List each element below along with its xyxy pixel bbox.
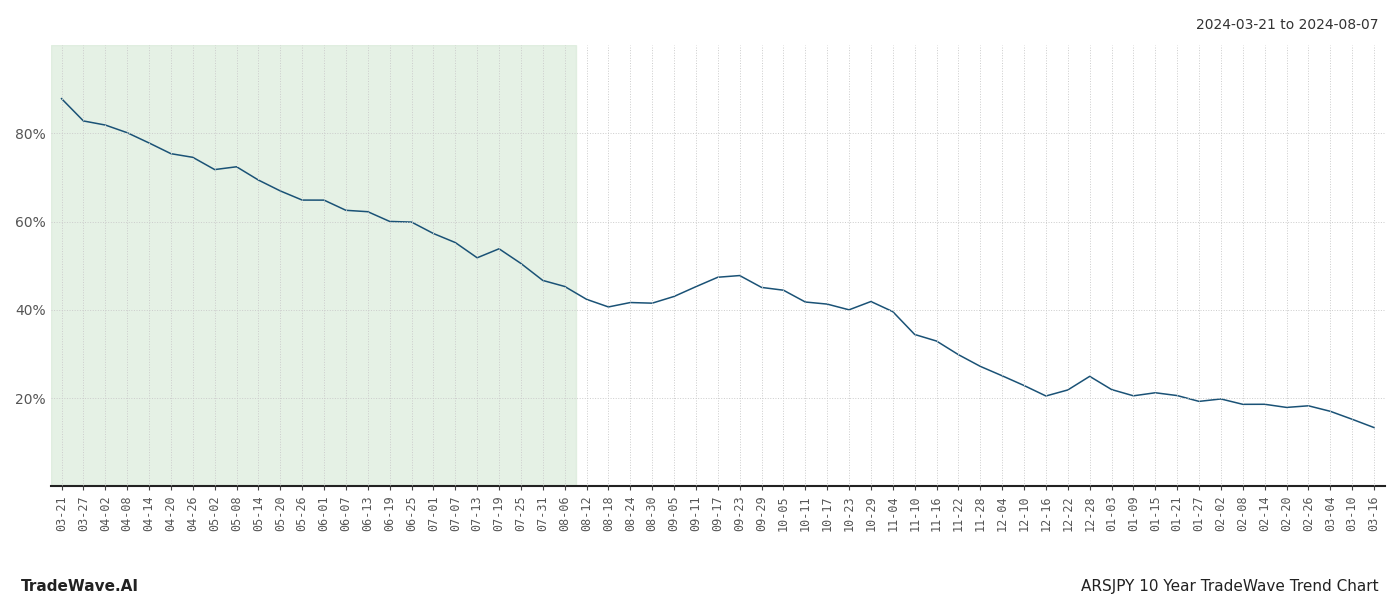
Bar [50,45,575,487]
Text: TradeWave.AI: TradeWave.AI [21,579,139,594]
Text: 2024-03-21 to 2024-08-07: 2024-03-21 to 2024-08-07 [1197,18,1379,32]
Text: ARSJPY 10 Year TradeWave Trend Chart: ARSJPY 10 Year TradeWave Trend Chart [1081,579,1379,594]
